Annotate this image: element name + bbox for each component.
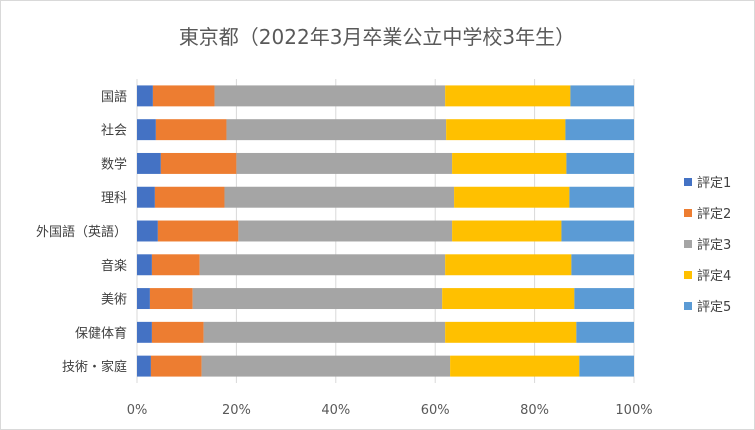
legend-label: 評定1 [697, 176, 731, 191]
bar-segment [137, 186, 155, 208]
category-label: 音楽 [101, 258, 127, 274]
bar-segment [137, 355, 151, 377]
bar-segment [137, 220, 158, 242]
bar-segment [238, 220, 453, 242]
bar-segment [561, 220, 634, 242]
bar-segment [570, 85, 634, 107]
bar-segment [154, 186, 225, 208]
bar-segment [199, 254, 446, 276]
bar-segment [446, 119, 566, 141]
bar-segment [137, 152, 161, 174]
bar-segment [224, 186, 455, 208]
bar-segment [454, 186, 570, 208]
x-tick-label: 20% [222, 403, 251, 418]
legend-swatch [684, 178, 692, 186]
bar-segment [226, 119, 447, 141]
bar-segment [157, 220, 239, 242]
legend-swatch [684, 302, 692, 310]
bar-segment [445, 321, 577, 343]
legend: 評定1 評定2 評定3 評定4 評定5 [684, 176, 731, 315]
bar-segment [445, 85, 571, 107]
category-label: 美術 [101, 293, 127, 308]
category-label: 国語 [101, 89, 127, 105]
bar-segment [192, 288, 443, 310]
legend-label: 評定3 [697, 238, 731, 253]
bar-segment [151, 254, 200, 276]
x-axis-tick-labels: 0% 20% 40% 60% 80% 100% [127, 403, 653, 418]
category-label: 数学 [101, 156, 127, 172]
bar-segment [571, 254, 634, 276]
bar-segment [565, 119, 634, 141]
legend-label: 評定5 [697, 300, 731, 315]
legend-swatch [684, 209, 692, 217]
chart-title: 東京都（2022年3月卒業公立中学校3年生） [179, 25, 575, 49]
bar-segment [566, 152, 634, 174]
bar-segment [442, 288, 575, 310]
category-label: 保健体育 [75, 325, 127, 341]
bar-segment [452, 220, 562, 242]
x-tick-label: 60% [421, 403, 450, 418]
bar-segment [576, 321, 634, 343]
bar-segment [150, 355, 202, 377]
bar-segment [137, 254, 152, 276]
category-label: 外国語（英語） [36, 224, 127, 240]
bar-segment [452, 152, 567, 174]
bar-segment [574, 288, 634, 310]
category-label: 理科 [101, 191, 127, 206]
bar-segment [137, 85, 153, 107]
bar-segment [152, 85, 215, 107]
bar-segment [151, 321, 204, 343]
bar-segment [149, 288, 193, 310]
x-tick-label: 0% [127, 403, 148, 418]
legend-label: 評定4 [697, 269, 731, 284]
bars [137, 85, 634, 377]
bar-segment [579, 355, 634, 377]
legend-swatch [684, 271, 692, 279]
category-label: 社会 [101, 123, 127, 139]
bar-segment [236, 152, 453, 174]
bar-segment [445, 254, 572, 276]
bar-segment [203, 321, 446, 343]
bar-segment [201, 355, 451, 377]
x-tick-label: 80% [520, 403, 549, 418]
bar-segment [450, 355, 580, 377]
bar-segment [137, 321, 152, 343]
bar-segment [214, 85, 446, 107]
category-label: 技術・家庭 [62, 359, 127, 375]
bar-segment [137, 119, 156, 141]
bar-segment [569, 186, 634, 208]
bar-segment [160, 152, 237, 174]
x-tick-label: 100% [615, 403, 652, 418]
bar-segment [155, 119, 227, 141]
x-tick-label: 40% [321, 403, 350, 418]
legend-swatch [684, 240, 692, 248]
bar-segment [137, 288, 150, 310]
legend-label: 評定2 [697, 207, 731, 222]
